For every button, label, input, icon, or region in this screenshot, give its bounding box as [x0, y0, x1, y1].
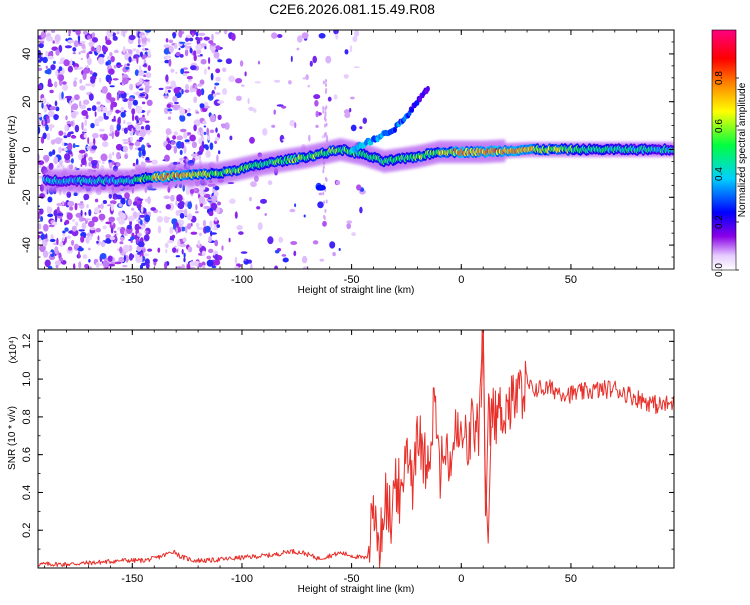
figure-title: C2E6.2026.081.15.49.R08: [269, 1, 435, 17]
spectrogram-x-tick-label: -150: [121, 274, 143, 286]
colorbar-ticks: 0.0 0.2 0.4 0.6 0.8: [714, 71, 739, 277]
colorbar-tick-label: 0.2: [714, 215, 725, 229]
spectrogram-y-tick-label: 40: [21, 48, 33, 60]
spectrogram-y-tick-label: -40: [21, 237, 33, 253]
spectrogram-y-label: Frequency (Hz): [7, 116, 18, 185]
snr-y-tick-label: 0.2: [21, 523, 33, 538]
colorbar-tick-label: 0.8: [714, 71, 725, 85]
snr-x-tick-label: 0: [458, 573, 464, 585]
snr-y-tick-label: 0.6: [21, 447, 33, 462]
spectrogram-x-tick-label: -100: [231, 274, 253, 286]
snr-y-multiplier: (x10⁴): [8, 336, 19, 363]
spectrogram-x-ticks: -150 -100 -50 0 50: [44, 30, 660, 286]
spectrogram-y-tick-label: 20: [21, 96, 33, 108]
snr-y-tick-label: 0.4: [21, 485, 33, 500]
colorbar-gradient: [712, 30, 736, 270]
colorbar-frame: [711, 29, 737, 271]
snr-x-label: Height of straight line (km): [298, 584, 415, 595]
snr-spike: [480, 330, 492, 544]
spectrogram-y-tick-label: -20: [21, 189, 33, 205]
spectrogram-x-tick-label: -50: [344, 274, 360, 286]
snr-y-tick-label: 1.0: [21, 371, 33, 386]
snr-y-label: SNR (10 * v/v): [7, 406, 18, 470]
spectrogram-panel: -150 -100 -50 0 50 -40 -20 0 20 40 Height of str…: [7, 29, 675, 296]
spectrogram-y-tick-label: 0: [21, 146, 33, 152]
snr-line: [38, 330, 674, 568]
spectrogram-x-tick-label: 50: [565, 274, 577, 286]
colorbar-tick-label: 0.6: [714, 119, 725, 133]
snr-panel: -150 -100 -50 0 50 0.2 0.4 0.6 0.8 1.0 1.2 Height…: [7, 329, 675, 595]
snr-y-ticks: 0.2 0.4 0.6 0.8 1.0 1.2: [21, 334, 674, 550]
colorbar-label: Normalized spectral amplitude: [737, 82, 748, 217]
colorbar-tick-label: 0.4: [714, 167, 725, 181]
snr-x-tick-label: -150: [121, 573, 143, 585]
spectrogram-ridge: [42, 137, 674, 193]
snr-frame: [37, 329, 675, 569]
spectrogram-x-tick-label: 0: [458, 274, 464, 286]
snr-y-tick-label: 1.2: [21, 334, 33, 349]
snr-x-ticks: -150 -100 -50 0 50: [44, 330, 660, 585]
spectrogram-noise: [38, 30, 368, 269]
snr-x-tick-label: -50: [344, 573, 360, 585]
snr-plot-area: [38, 330, 674, 568]
colorbar-tick-label: 0.0: [714, 263, 725, 277]
spectrogram-y-ticks: -40 -20 0 20 40: [21, 29, 674, 270]
snr-x-tick-label: -100: [231, 573, 253, 585]
spectrogram-x-label: Height of straight line (km): [298, 285, 415, 296]
spectrogram-secondary-branch: [315, 85, 430, 191]
snr-x-tick-label: 50: [565, 573, 577, 585]
snr-y-tick-label: 0.8: [21, 409, 33, 424]
spectrogram-plot-area: [38, 30, 674, 269]
colorbar: 0.0 0.2 0.4 0.6 0.8 Normalized spectral ampl…: [711, 29, 748, 277]
